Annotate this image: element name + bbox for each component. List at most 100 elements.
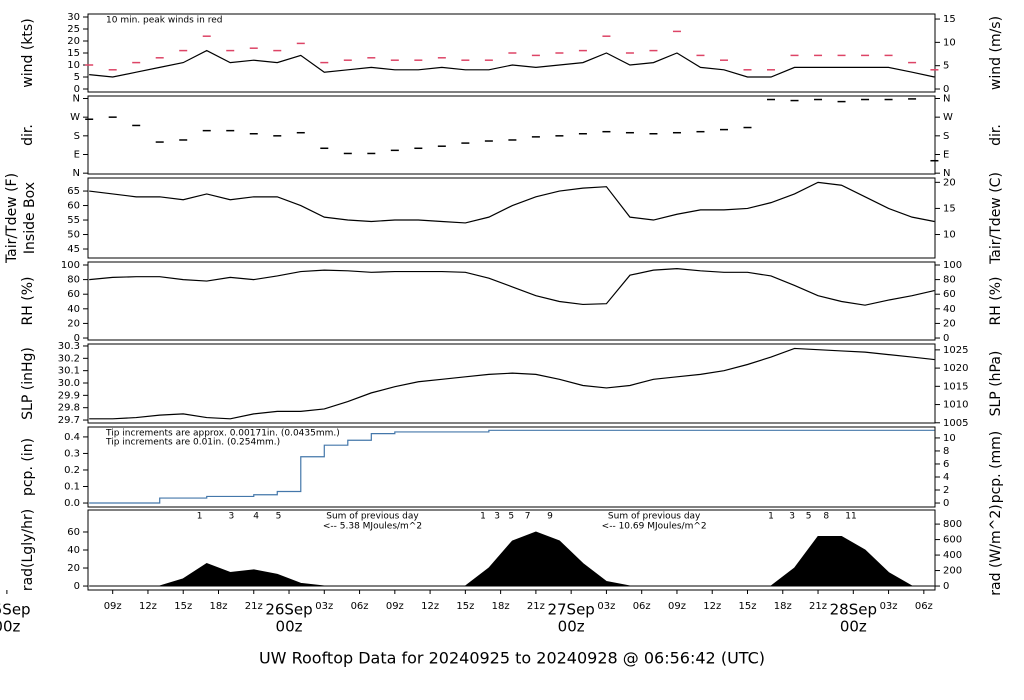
y2-tick-label: 40 [943,304,956,315]
y-tick-label: 30.0 [58,378,80,389]
y-axis-label: pcp. (in) [20,438,36,496]
x-tick-label: 03z [880,601,898,612]
sun-label: 1 [768,512,774,522]
data-line [89,347,935,420]
y-tick-label: 29.7 [58,415,80,426]
y-tick-label: 0 [74,333,80,344]
x-tick-label: 12z [703,601,721,612]
y-tick-label: 0.2 [64,465,80,476]
y-tick-label: N [73,93,80,104]
y2-tick-label: N [943,168,950,179]
y2-tick-label: 4 [943,472,949,483]
y2-tick-label: 10 [943,433,956,444]
y-tick-label: E [74,150,80,161]
y-tick-label: 29.9 [58,390,80,401]
y-tick-label: 0.4 [64,432,80,443]
y2-tick-label: 6 [943,459,949,470]
y-tick-label: 40 [67,304,80,315]
y2-tick-label: 1015 [943,381,968,392]
y2-tick-label: 600 [943,535,962,546]
x-tick-label: 06z [633,601,651,612]
sum-note: <-- 5.38 MJoules/m^2 [323,522,422,532]
x-tick-label: 18z [774,601,792,612]
y-tick-label: 20 [67,36,80,47]
panel-frame [87,261,936,341]
y2-tick-label: 5 [943,61,949,72]
y2-tick-label: 800 [943,519,962,530]
x-tick-label: 06z [915,601,933,612]
y2-tick-label: 1020 [943,363,968,374]
y-tick-label: 29.8 [58,403,80,414]
y-tick-label: 30.3 [58,341,80,352]
y2-tick-label: 0 [943,84,949,95]
y2-tick-label: 15 [943,203,956,214]
y-tick-label: 20 [67,563,80,574]
y-axis-label: wind (kts) [20,18,36,87]
x-tick-label: 21z [527,601,545,612]
y-tick-label: 100 [61,260,80,271]
x-tick-label: 03z [315,601,333,612]
y-tick-label: 55 [67,215,80,226]
y2-tick-label: 15 [943,14,956,25]
y2-axis-label: wind (m/s) [988,16,1004,90]
y2-tick-label: 10 [943,230,956,241]
day-label: 25Sep [0,601,31,619]
day-label: 27Sep [547,601,594,619]
sum-note: Sum of previous day [326,512,419,522]
y2-tick-label: 400 [943,550,962,561]
y-tick-label: 80 [67,275,80,286]
sun-label: 3 [229,512,235,522]
y2-axis-label: pcp. (mm) [988,431,1004,504]
y2-tick-label: 2 [943,485,949,496]
x-tick-label: 15z [739,601,757,612]
day-hour-label: 00z [558,618,585,636]
x-tick-label: 12z [139,601,157,612]
day-hour-label: 00z [0,618,20,636]
x-tick-label: 06z [351,601,369,612]
chart-title: UW Rooftop Data for 20240925 to 20240928… [259,649,765,668]
x-tick-label: 03z [597,601,615,612]
y-tick-label: 30.2 [58,353,80,364]
y-tick-label: 10 [67,60,80,71]
sun-label: 7 [525,512,531,522]
sun-label: 1 [197,512,203,522]
y-tick-label: 25 [67,24,80,35]
y-tick-label: 60 [67,289,80,300]
day-label: 26Sep [265,601,312,619]
sun-label: 4 [253,512,259,522]
sun-label: 8 [823,512,829,522]
sun-label: 5 [806,512,812,522]
y2-tick-label: 1025 [943,345,968,356]
y-tick-label: 45 [67,244,80,255]
y-axis-label: rad(Lgly/hr) [20,509,36,591]
sun-label: 9 [547,512,553,522]
y-tick-label: 5 [74,72,80,83]
panel-frame [87,343,936,424]
x-tick-label: 21z [809,601,827,612]
y2-tick-label: N [943,93,950,104]
y2-tick-label: 20 [943,177,956,188]
sun-label: 11 [845,512,856,522]
y-axis-label: SLP (inHg) [20,347,36,420]
y-axis-label: dir. [20,124,36,146]
y2-tick-label: 10 [943,37,956,48]
y2-tick-label: S [943,131,949,142]
y-tick-label: 0 [74,84,80,95]
panel-frame [87,95,936,175]
data-line [89,49,935,78]
x-tick-label: 12z [421,601,439,612]
y2-tick-label: 200 [943,566,962,577]
x-tick-label: 18z [492,601,510,612]
panel-frame [87,177,936,259]
y2-axis-label: dir. [988,124,1004,146]
y2-tick-label: 20 [943,318,956,329]
day-label: 28Sep [830,601,877,619]
y-tick-label: 30.1 [58,366,80,377]
y-tick-label: 65 [67,186,80,197]
y-tick-label: 20 [67,318,80,329]
y-axis-label: Tair/Tdew (F) [4,173,20,264]
y-tick-label: 30 [67,12,80,23]
y2-tick-label: 1005 [943,418,968,429]
x-tick-label: 09z [386,601,404,612]
